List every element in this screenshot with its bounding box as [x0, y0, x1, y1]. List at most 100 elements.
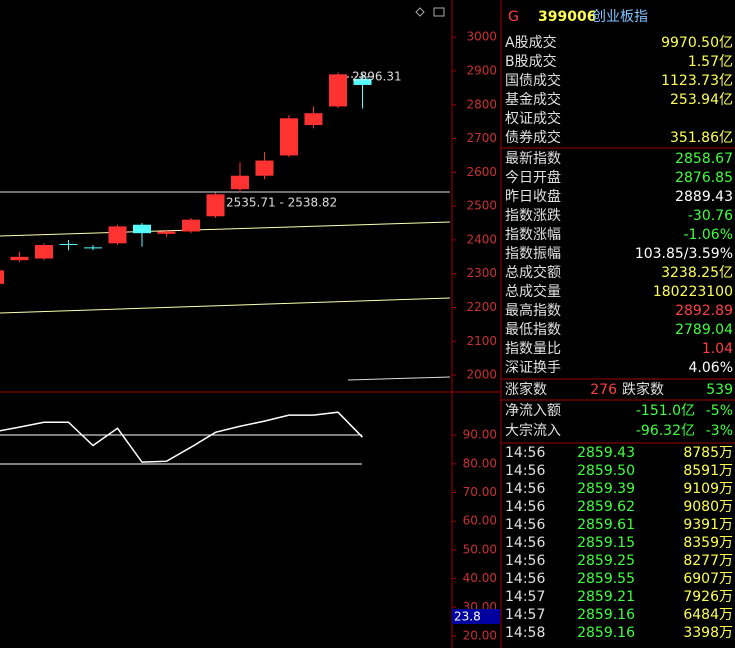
y-tick-label: 50.00: [463, 542, 497, 556]
cursor-label: 23.8: [454, 610, 481, 624]
row-value: 1123.73亿: [661, 73, 733, 89]
y-tick-label: 40.00: [463, 571, 497, 585]
name: 创业板指: [592, 9, 648, 25]
row-value: 276: [590, 382, 617, 398]
candle-body: [329, 74, 347, 107]
row-label: 债券成交: [505, 129, 561, 146]
candle-body: [59, 243, 78, 245]
trade-price: 2859.16: [577, 607, 635, 623]
trend-line: [0, 221, 451, 237]
y-tick-label: 90.00: [463, 428, 497, 442]
row-label: A股成交: [505, 34, 557, 51]
row-value: -151.0亿: [636, 403, 695, 419]
trade-volume: 6907万: [683, 571, 733, 587]
icon[interactable]: [415, 7, 425, 17]
candle-body: [353, 78, 372, 85]
trade-price: 2859.43: [577, 445, 635, 461]
y-tick-label: 60.00: [463, 514, 497, 528]
trade-price: 2859.21: [577, 589, 635, 605]
trade-time: 14:56: [505, 571, 545, 587]
row-label: 基金成交: [505, 91, 561, 108]
trade-volume: 8591万: [683, 463, 733, 479]
trade-time: 14:57: [505, 589, 545, 605]
candle-body: [304, 113, 323, 126]
row-label: 深证换手: [505, 359, 561, 376]
row-label: 指数涨幅: [505, 227, 561, 243]
y-tick-label: 2600: [466, 165, 497, 179]
trade-time: 14:56: [505, 445, 545, 461]
y-tick-label: 2900: [466, 63, 497, 77]
indicator-line: [0, 411, 364, 463]
row-value: 2789.04: [675, 322, 733, 338]
annotation: 2896.31: [352, 70, 402, 84]
row-label: 大宗流入: [505, 423, 561, 439]
trade-time: 14:56: [505, 499, 545, 515]
row-label: 净流入额: [505, 403, 561, 419]
trade-time: 14:56: [505, 481, 545, 497]
candle-body: [0, 270, 4, 284]
trade-time: 14:58: [505, 625, 545, 641]
row-value: 2889.43: [675, 189, 733, 205]
row-label: 最低指数: [505, 322, 561, 338]
y-tick-label: 70.00: [463, 485, 497, 499]
row-value: 2876.85: [675, 170, 733, 186]
row-value: 1.04: [702, 341, 733, 357]
row-value: -3%: [706, 423, 733, 439]
row-label: 昨日收盘: [505, 188, 561, 205]
trade-volume: 9080万: [683, 499, 733, 515]
candle-body: [255, 160, 274, 176]
row-value: -1.06%: [683, 227, 733, 243]
trade-volume: 8785万: [683, 445, 733, 461]
trade-volume: 7926万: [683, 589, 733, 605]
trade-time: 14:56: [505, 553, 545, 569]
row-value: -5%: [706, 403, 733, 419]
candle-body: [206, 194, 225, 217]
row-value: 9970.50亿: [661, 35, 733, 51]
row-value: 1.57亿: [688, 54, 733, 70]
candle-body: [231, 175, 249, 190]
trade-price: 2859.15: [577, 535, 635, 551]
trade-price: 2859.50: [577, 463, 635, 479]
candle-body: [280, 118, 298, 156]
trade-volume: 8359万: [683, 535, 733, 551]
y-tick-label: 80.00: [463, 456, 497, 470]
cursor-box: [452, 609, 500, 624]
row-value: 2892.89: [675, 303, 733, 319]
y-tick-label: 2800: [466, 97, 497, 111]
candle-body: [182, 219, 200, 232]
icon[interactable]: [433, 7, 445, 17]
trade-volume: 8277万: [683, 553, 733, 569]
candle-body: [84, 247, 102, 249]
y-tick-label: 2500: [466, 199, 497, 213]
row-value: -30.76: [688, 208, 733, 224]
flag: G: [508, 9, 519, 25]
candle-body: [35, 245, 53, 259]
y-tick-label: 3000: [466, 30, 497, 44]
trade-price: 2859.61: [577, 517, 635, 533]
y-tick-label: 2400: [466, 232, 497, 246]
row-value: 539: [706, 382, 733, 398]
trade-price: 2859.62: [577, 499, 635, 515]
y-tick-label: 2200: [466, 300, 497, 314]
trade-price: 2859.25: [577, 553, 635, 569]
trade-price: 2859.39: [577, 481, 635, 497]
candle-body: [133, 224, 151, 234]
trade-volume: 9109万: [683, 481, 733, 497]
row-label: 权证成交: [505, 110, 561, 127]
row-label: 指数涨跌: [505, 208, 561, 224]
trade-volume: 9391万: [683, 517, 733, 533]
trade-time: 14:56: [505, 517, 545, 533]
row-label: 最新指数: [505, 151, 561, 167]
row-value: 103.85/3.59%: [635, 246, 733, 262]
trade-price: 2859.16: [577, 625, 635, 641]
candle-body: [108, 226, 127, 244]
y-tick-label: 2000: [466, 368, 497, 382]
y-tick-label: 2300: [466, 266, 497, 280]
row-label: 指数量比: [505, 341, 561, 357]
candle-body: [10, 256, 29, 261]
level-line: [347, 376, 451, 381]
trend-line: [0, 297, 451, 314]
trade-time: 14:56: [505, 463, 545, 479]
row-label: 总成交量: [505, 283, 561, 300]
trade-price: 2859.55: [577, 571, 635, 587]
